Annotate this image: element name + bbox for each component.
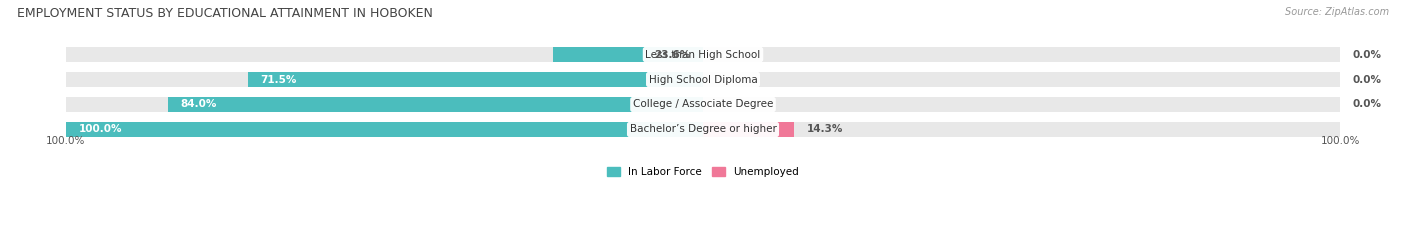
Text: College / Associate Degree: College / Associate Degree [633, 99, 773, 110]
Text: High School Diploma: High School Diploma [648, 75, 758, 85]
Text: Bachelor’s Degree or higher: Bachelor’s Degree or higher [630, 124, 776, 134]
Text: 100.0%: 100.0% [1320, 136, 1360, 146]
Text: 71.5%: 71.5% [260, 75, 297, 85]
Bar [703, 122, 794, 137]
Bar [247, 72, 703, 87]
Bar [66, 122, 1340, 137]
Bar [66, 97, 1340, 112]
Text: 100.0%: 100.0% [46, 136, 86, 146]
Text: 14.3%: 14.3% [807, 124, 844, 134]
Text: Less than High School: Less than High School [645, 50, 761, 60]
Text: 100.0%: 100.0% [79, 124, 122, 134]
Text: Source: ZipAtlas.com: Source: ZipAtlas.com [1285, 7, 1389, 17]
Text: 84.0%: 84.0% [180, 99, 217, 110]
Bar [66, 47, 1340, 62]
Bar [66, 122, 703, 137]
Bar [66, 72, 1340, 87]
Text: 0.0%: 0.0% [1353, 99, 1382, 110]
Bar [167, 97, 703, 112]
Text: 0.0%: 0.0% [1353, 50, 1382, 60]
Text: EMPLOYMENT STATUS BY EDUCATIONAL ATTAINMENT IN HOBOKEN: EMPLOYMENT STATUS BY EDUCATIONAL ATTAINM… [17, 7, 433, 20]
Legend: In Labor Force, Unemployed: In Labor Force, Unemployed [603, 163, 803, 181]
Text: 0.0%: 0.0% [1353, 75, 1382, 85]
Bar [553, 47, 703, 62]
Text: 23.6%: 23.6% [654, 50, 690, 60]
